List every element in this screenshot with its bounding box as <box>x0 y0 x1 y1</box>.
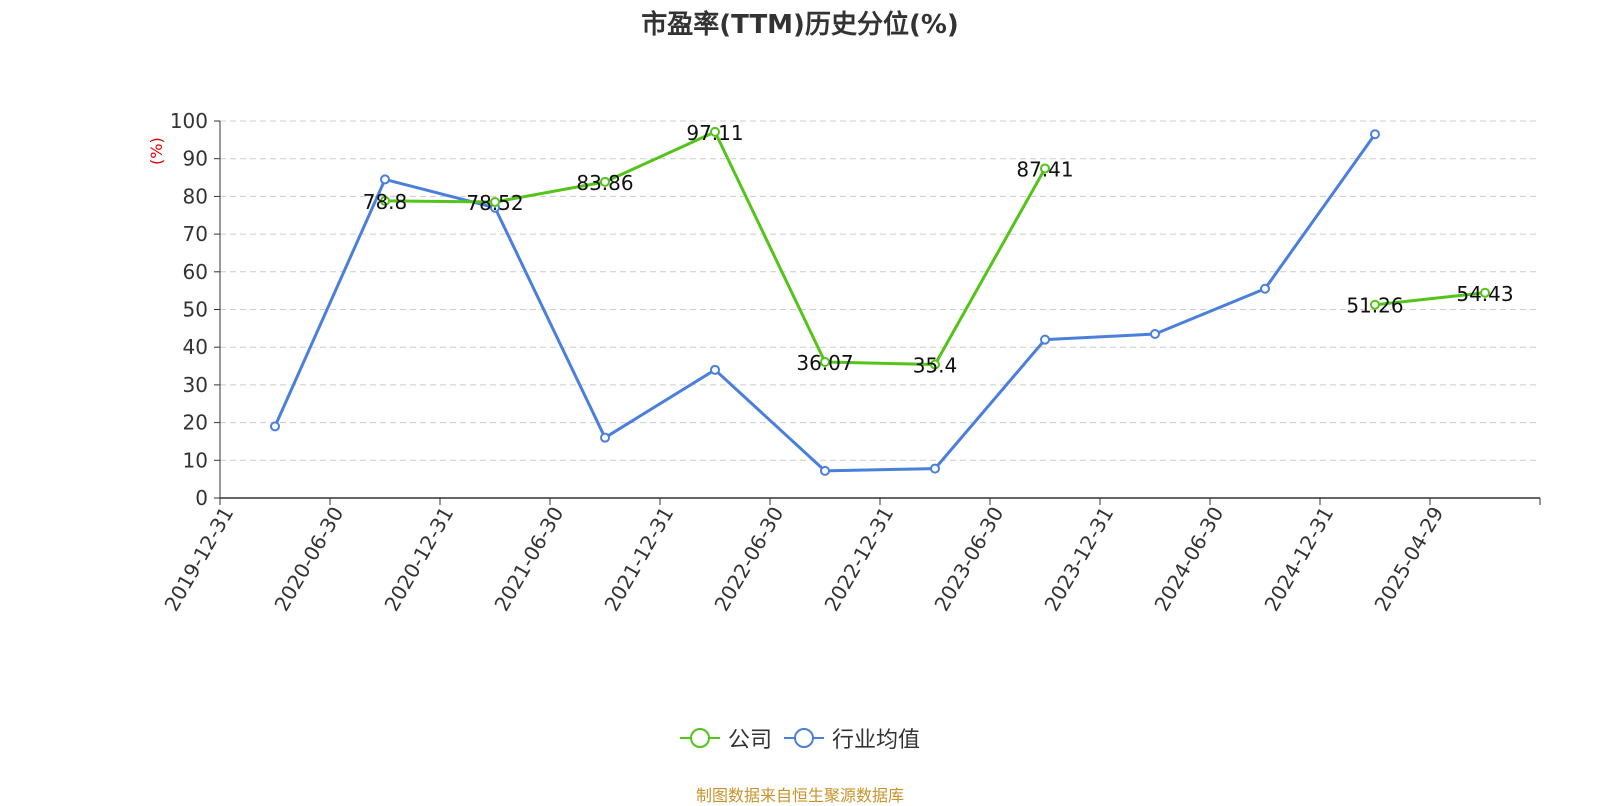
legend-item-company[interactable]: 公司 <box>679 722 772 754</box>
y-tick-label: 80 <box>183 184 208 208</box>
data-label: 78.52 <box>466 191 523 215</box>
data-point-company <box>1040 163 1050 174</box>
data-label: 97.11 <box>686 121 743 145</box>
data-point-industry <box>820 465 830 476</box>
x-tick-label: 2024-06-30 <box>1149 503 1228 616</box>
x-tick-label: 2020-12-31 <box>379 503 458 616</box>
data-point-company <box>820 357 830 368</box>
x-tick-label: 2022-06-30 <box>709 503 788 616</box>
y-tick-label: 30 <box>183 373 208 397</box>
series-line-company <box>384 130 1047 367</box>
data-point-industry <box>1150 329 1160 340</box>
y-tick-label: 60 <box>183 260 208 284</box>
data-point-industry <box>710 364 720 375</box>
x-tick-label: 2023-06-30 <box>929 503 1008 616</box>
source-note: 制图数据来自恒生聚源数据库 <box>695 786 904 805</box>
y-tick-label: 100 <box>170 109 208 133</box>
legend: 公司 行业均值 <box>0 722 1600 754</box>
data-point-company <box>1480 287 1490 298</box>
data-label: 35.4 <box>913 354 958 378</box>
y-axis-label: (%) <box>147 137 166 165</box>
y-tick-label: 10 <box>183 448 208 472</box>
series-line-industry <box>273 133 1377 473</box>
x-tick-label: 2020-06-30 <box>269 503 348 616</box>
data-point-industry <box>380 174 390 185</box>
x-tick-label: 2021-06-30 <box>489 503 568 616</box>
data-label: 51.26 <box>1346 294 1403 318</box>
y-tick-label: 90 <box>183 147 208 171</box>
y-tick-label: 70 <box>183 222 208 246</box>
y-tick-label: 0 <box>195 486 208 510</box>
data-point-company <box>490 196 500 207</box>
data-label: 78.8 <box>363 190 408 214</box>
x-tick-label: 2025-04-29 <box>1369 503 1448 616</box>
data-label: 54.43 <box>1456 282 1513 306</box>
data-label: 36.07 <box>796 351 853 375</box>
y-tick-label: 50 <box>183 298 208 322</box>
data-point-industry <box>930 463 940 474</box>
data-point-industry <box>600 432 610 443</box>
x-tick-label: 2019-12-31 <box>159 503 238 616</box>
x-tick-label: 2023-12-31 <box>1039 503 1118 616</box>
data-point-industry <box>1260 283 1270 294</box>
data-point-industry <box>1040 334 1050 345</box>
x-tick-label: 2021-12-31 <box>599 503 678 616</box>
legend-company-marker-icon <box>679 728 720 748</box>
data-point-company <box>600 176 610 187</box>
data-point-industry <box>270 421 280 432</box>
series-line-company <box>1374 291 1486 307</box>
x-tick-label: 2024-12-31 <box>1259 503 1338 616</box>
chart-title: 市盈率(TTM)历史分位(%) <box>641 10 959 40</box>
y-tick-label: 20 <box>183 411 208 435</box>
data-label: 83.86 <box>576 171 633 195</box>
legend-item-industry[interactable]: 行业均值 <box>784 722 920 754</box>
legend-company-label: 公司 <box>727 728 772 753</box>
legend-industry-label: 行业均值 <box>832 728 921 753</box>
legend-industry-marker-icon <box>784 728 824 748</box>
x-tick-label: 2022-12-31 <box>819 503 898 616</box>
data-label: 87.41 <box>1016 157 1073 181</box>
data-point-company <box>930 359 940 370</box>
data-point-company <box>380 195 390 206</box>
data-point-company <box>710 126 720 137</box>
data-point-industry <box>1370 129 1380 140</box>
y-tick-label: 40 <box>183 335 208 359</box>
data-point-company <box>1370 299 1380 310</box>
